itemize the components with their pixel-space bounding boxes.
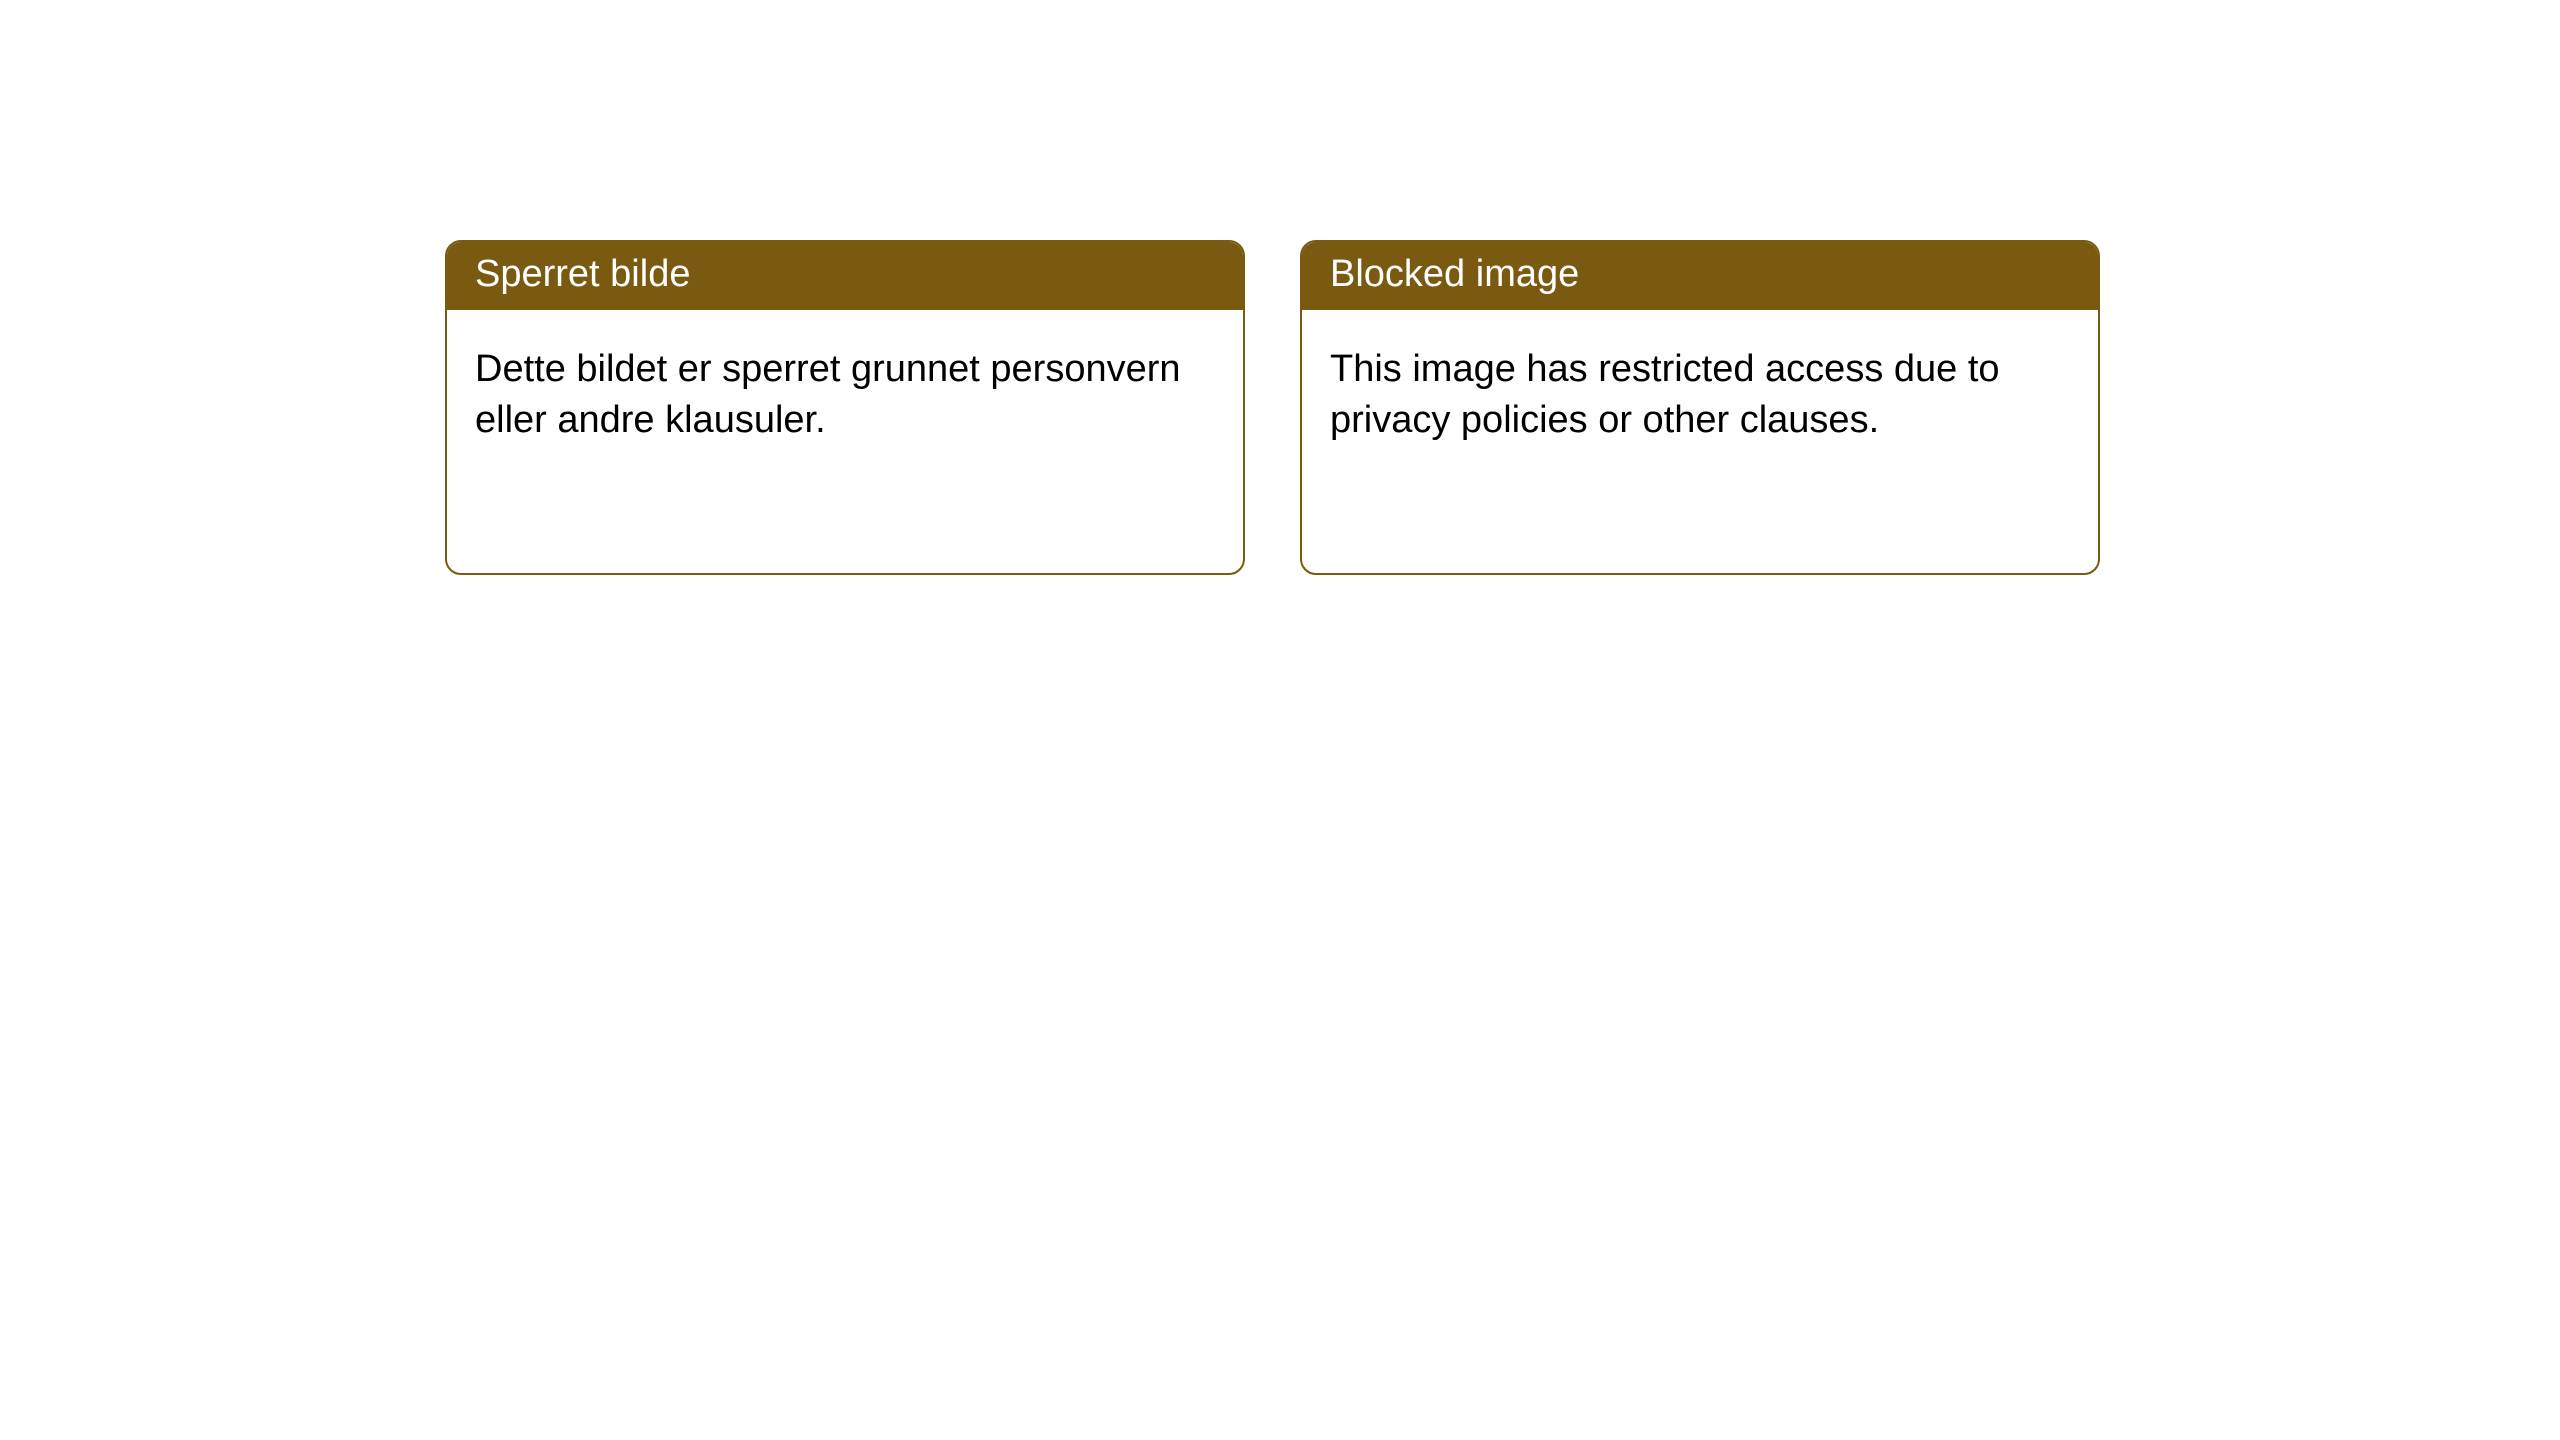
card-header-en: Blocked image (1302, 242, 2098, 310)
blocked-image-card-no: Sperret bilde Dette bildet er sperret gr… (445, 240, 1245, 575)
notice-container: Sperret bilde Dette bildet er sperret gr… (0, 0, 2560, 575)
card-body-no: Dette bildet er sperret grunnet personve… (447, 310, 1243, 467)
card-body-en: This image has restricted access due to … (1302, 310, 2098, 467)
blocked-image-card-en: Blocked image This image has restricted … (1300, 240, 2100, 575)
card-header-no: Sperret bilde (447, 242, 1243, 310)
